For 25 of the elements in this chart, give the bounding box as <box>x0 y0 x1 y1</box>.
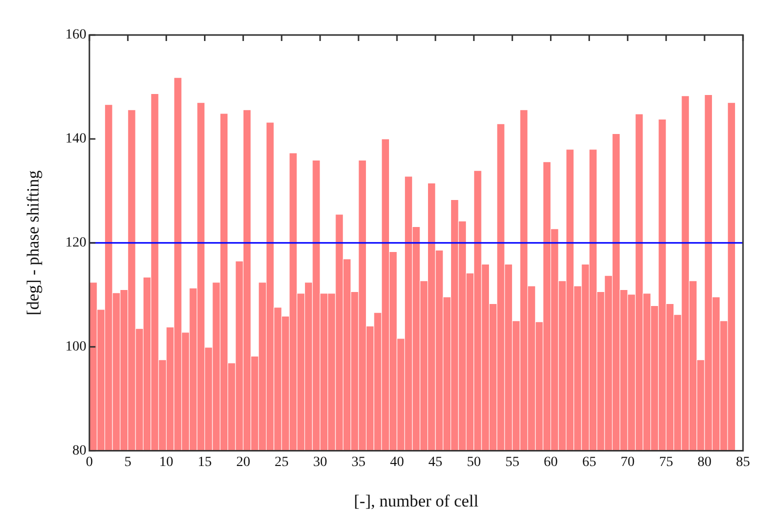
x-tick-label: 20 <box>236 454 250 470</box>
x-tick-label: 25 <box>274 454 289 470</box>
y-tick-label: 160 <box>65 28 86 43</box>
x-tick-label: 65 <box>582 454 596 470</box>
x-tick-label: 0 <box>86 454 93 470</box>
x-tick-label: 35 <box>352 454 366 470</box>
y-axis-title: [deg] - phase shifting <box>24 170 43 316</box>
x-tick-label: 45 <box>428 454 442 470</box>
y-tick-label: 80 <box>72 443 86 458</box>
y-tick-label: 100 <box>65 340 86 355</box>
x-tick-label: 50 <box>466 454 481 470</box>
x-tick-label: 80 <box>698 454 712 470</box>
x-axis-title: [-], number of cell <box>354 491 479 510</box>
x-tick-label: 40 <box>390 454 404 470</box>
x-tick-label: 70 <box>620 454 635 470</box>
y-tick-label: 140 <box>65 132 86 147</box>
x-tick-label: 55 <box>505 454 520 470</box>
x-tick-label: 85 <box>736 454 750 470</box>
y-tick-label: 120 <box>65 236 86 251</box>
x-tick-label: 15 <box>198 454 212 470</box>
x-tick-label: 5 <box>124 454 132 470</box>
x-tick-label: 30 <box>313 454 328 470</box>
x-tick-label: 10 <box>159 454 174 470</box>
x-tick-label: 60 <box>544 454 558 470</box>
x-tick-label: 75 <box>659 454 674 470</box>
